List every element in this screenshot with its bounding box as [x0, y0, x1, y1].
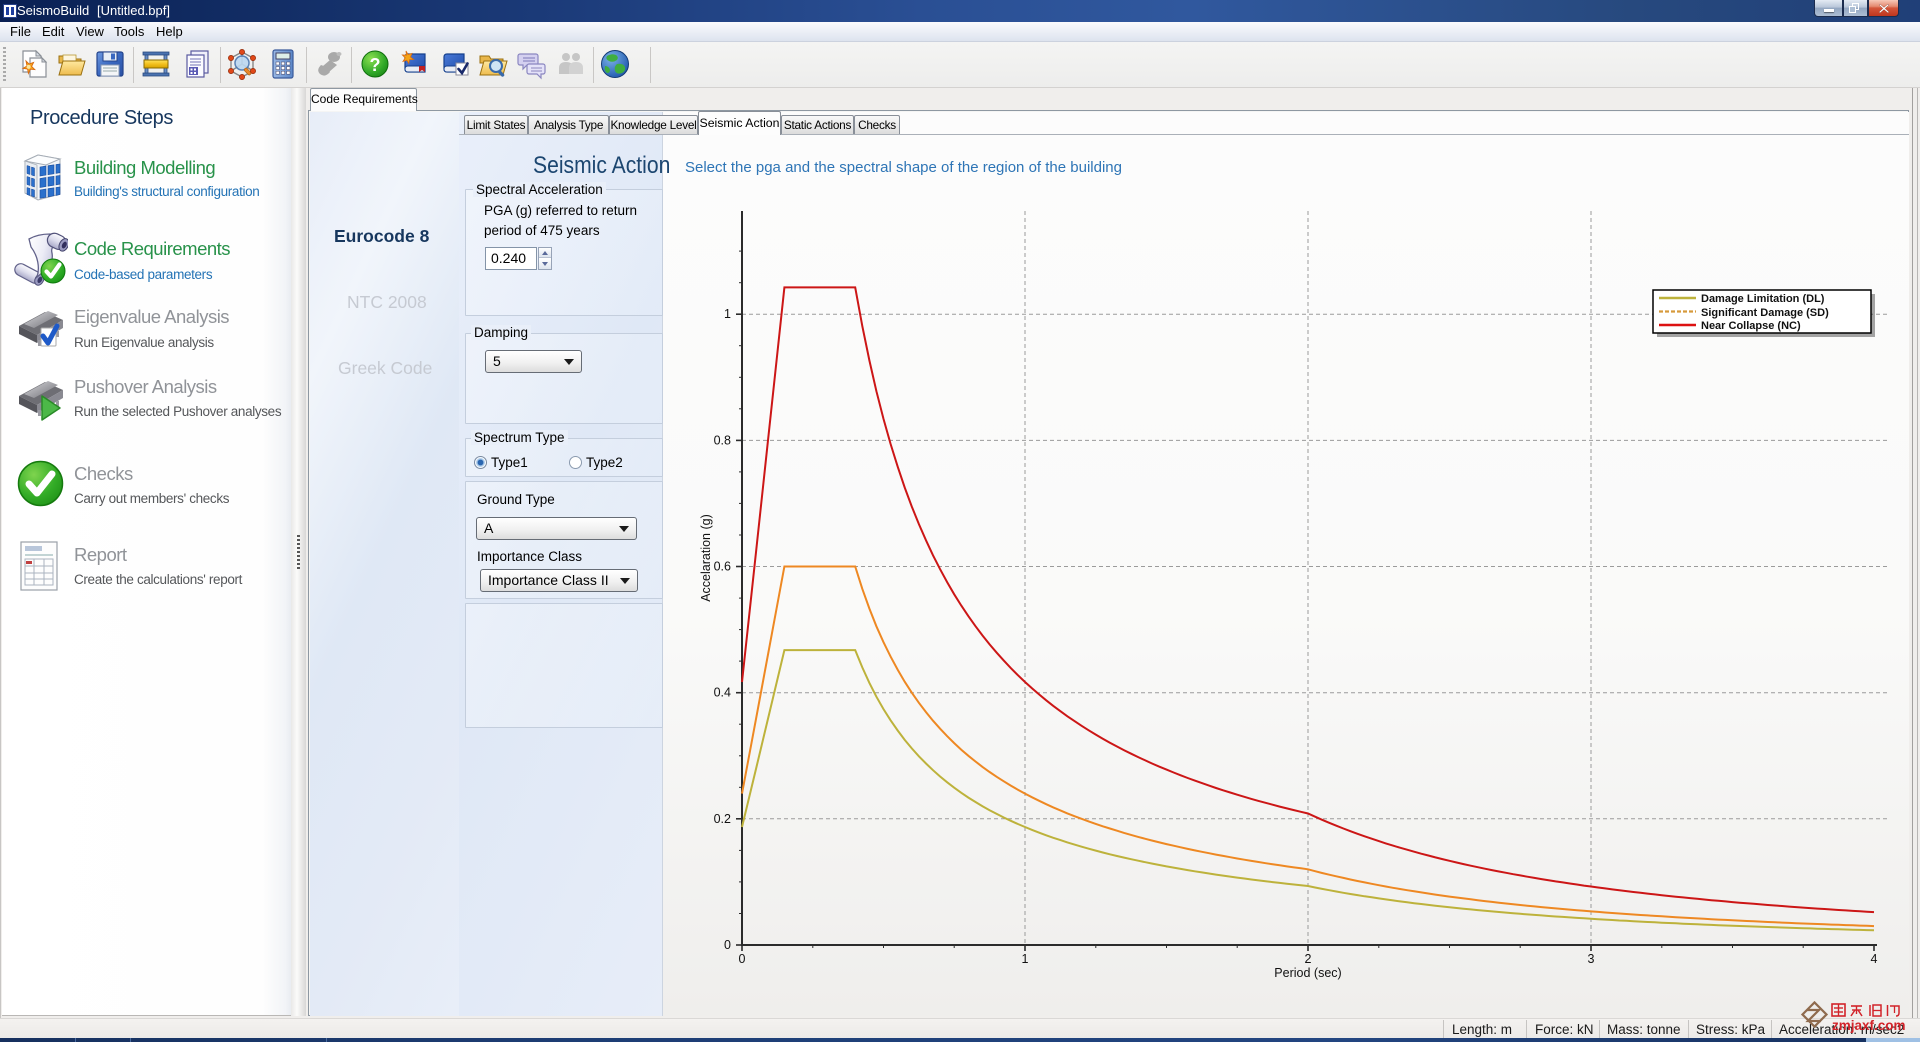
svg-text:0.2: 0.2 — [714, 812, 731, 826]
svg-text:4: 4 — [1871, 952, 1878, 966]
svg-text:Significant Damage (SD): Significant Damage (SD) — [1701, 307, 1829, 319]
svg-text:0.4: 0.4 — [714, 686, 731, 700]
svg-text:?: ? — [370, 55, 381, 75]
svg-text:1: 1 — [724, 307, 731, 321]
svg-text:Near Collapse (NC): Near Collapse (NC) — [1701, 320, 1801, 332]
svg-text:0.8: 0.8 — [714, 433, 731, 447]
svg-text:0.6: 0.6 — [714, 560, 731, 574]
svg-text:Period (sec): Period (sec) — [1274, 966, 1341, 980]
svg-text:zmjaxf.com: zmjaxf.com — [1832, 1018, 1906, 1033]
svg-text:Damage Limitation (DL): Damage Limitation (DL) — [1701, 293, 1825, 305]
svg-text:3: 3 — [1588, 952, 1595, 966]
svg-text:0: 0 — [724, 938, 731, 952]
svg-text:2: 2 — [1305, 952, 1312, 966]
svg-text:1: 1 — [1022, 952, 1029, 966]
svg-text:0: 0 — [739, 952, 746, 966]
svg-text:Accelaration (g): Accelaration (g) — [699, 514, 713, 602]
